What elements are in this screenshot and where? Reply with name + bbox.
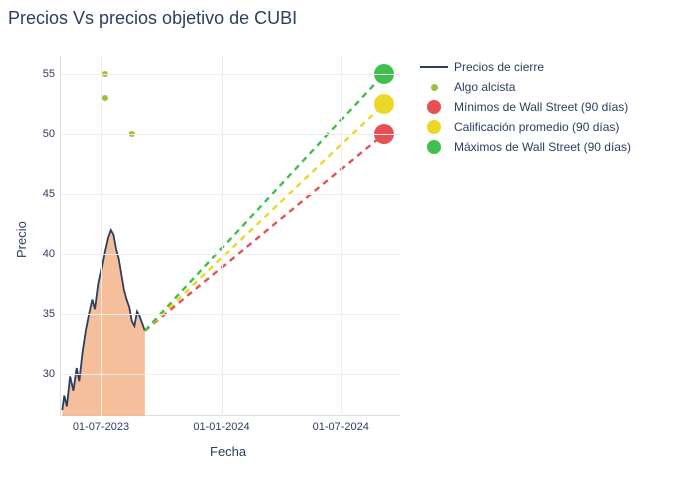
ytick-label: 35 (43, 308, 55, 320)
chart-title: Precios Vs precios objetivo de CUBI (8, 8, 297, 29)
legend-item: Calificación promedio (90 días) (420, 118, 631, 136)
gridline-horizontal (61, 314, 401, 315)
legend-label: Máximos de Wall Street (90 días) (454, 140, 631, 154)
plot-area: 30354045505501-07-202301-01-202401-07-20… (60, 56, 400, 416)
y-axis-label: Precio (14, 221, 29, 258)
gridline-vertical (101, 56, 102, 416)
ytick-label: 45 (43, 188, 55, 200)
gridline-vertical (341, 56, 342, 416)
legend-swatch (420, 140, 448, 154)
xtick-label: 01-01-2024 (193, 421, 249, 433)
legend-item: Máximos de Wall Street (90 días) (420, 138, 631, 156)
legend-swatch (420, 120, 448, 134)
target-line-high (145, 74, 384, 331)
gridline-horizontal (61, 194, 401, 195)
ytick-label: 50 (43, 128, 55, 140)
ytick-label: 30 (43, 368, 55, 380)
legend: Precios de cierre Algo alcista Mínimos de … (420, 58, 631, 158)
legend-dot-icon (431, 84, 438, 91)
legend-item: Algo alcista (420, 78, 631, 96)
legend-label: Precios de cierre (454, 60, 544, 74)
legend-item: Mínimos de Wall Street (90 días) (420, 98, 631, 116)
legend-swatch (420, 60, 448, 74)
gridline-horizontal (61, 254, 401, 255)
plot-svg (61, 56, 401, 416)
legend-swatch (420, 100, 448, 114)
legend-label: Mínimos de Wall Street (90 días) (454, 100, 628, 114)
target-point-avg (374, 94, 394, 114)
x-axis-label: Fecha (210, 444, 246, 459)
legend-label: Algo alcista (454, 80, 515, 94)
xtick-label: 01-07-2024 (313, 421, 369, 433)
legend-swatch (420, 80, 448, 94)
gridline-horizontal (61, 74, 401, 75)
legend-label: Calificación promedio (90 días) (454, 120, 619, 134)
legend-bigdot-icon (427, 140, 441, 154)
gridline-horizontal (61, 374, 401, 375)
legend-bigdot-icon (427, 100, 441, 114)
legend-line-icon (420, 66, 448, 68)
ytick-label: 55 (43, 68, 55, 80)
algo-bullish-point (102, 95, 108, 101)
gridline-horizontal (61, 134, 401, 135)
ytick-label: 40 (43, 248, 55, 260)
target-line-avg (145, 104, 384, 331)
legend-bigdot-icon (427, 120, 441, 134)
legend-item: Precios de cierre (420, 58, 631, 76)
xtick-label: 01-07-2023 (73, 421, 129, 433)
gridline-vertical (222, 56, 223, 416)
target-line-low (145, 134, 384, 331)
